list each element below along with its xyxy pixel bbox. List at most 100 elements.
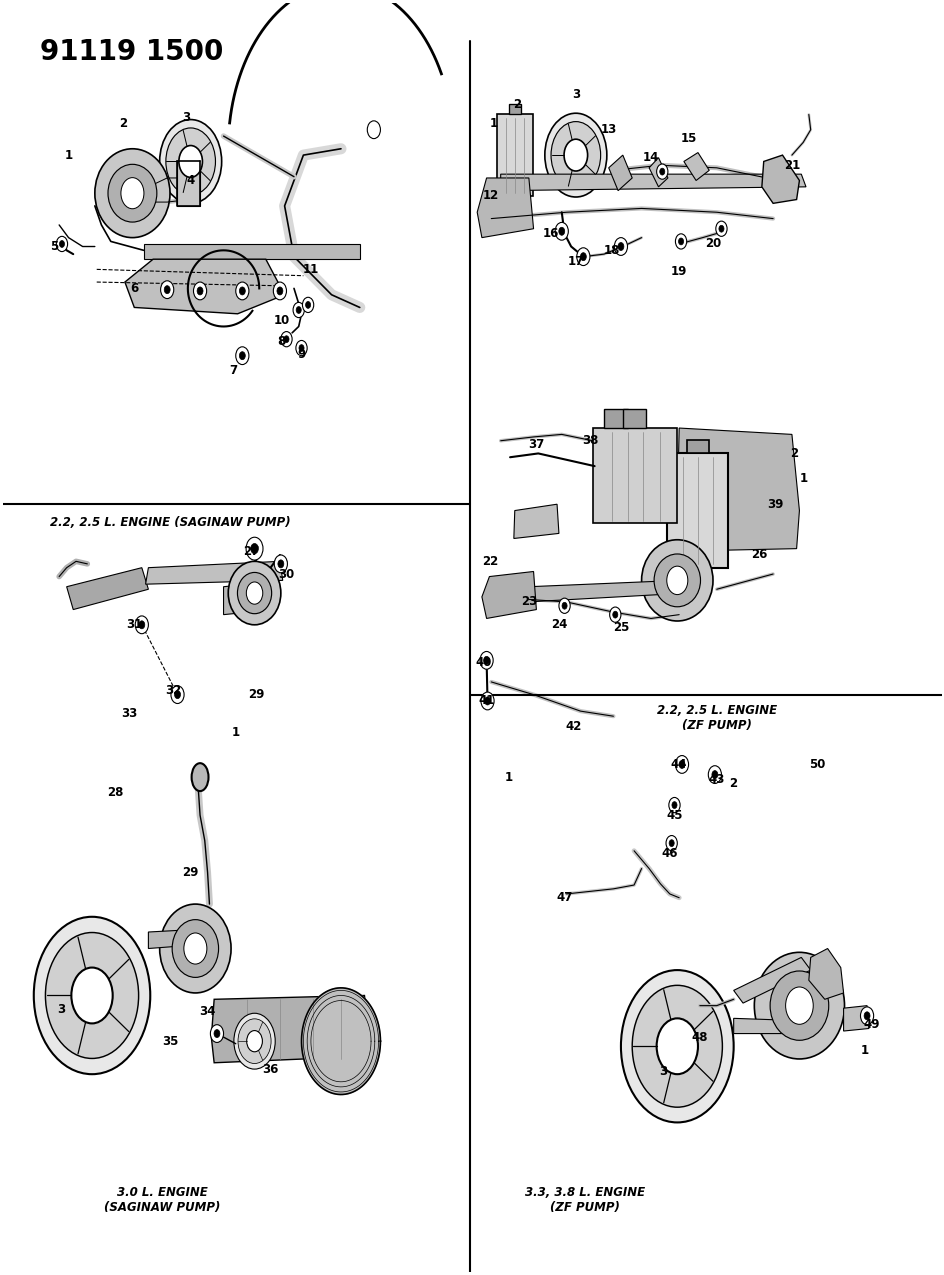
Text: 29: 29 — [182, 866, 198, 878]
Circle shape — [666, 566, 687, 594]
Circle shape — [160, 120, 222, 203]
Circle shape — [576, 247, 589, 265]
Circle shape — [483, 657, 489, 664]
Circle shape — [562, 602, 566, 609]
FancyBboxPatch shape — [497, 113, 532, 196]
Circle shape — [564, 139, 587, 171]
Circle shape — [666, 835, 677, 850]
Circle shape — [863, 1012, 869, 1020]
Circle shape — [711, 770, 717, 779]
Circle shape — [671, 802, 676, 808]
Ellipse shape — [192, 764, 209, 790]
Circle shape — [679, 760, 684, 769]
Text: 37: 37 — [528, 439, 544, 451]
Text: 8: 8 — [278, 335, 286, 348]
Polygon shape — [301, 988, 380, 1094]
Text: 35: 35 — [161, 1035, 178, 1048]
Circle shape — [656, 164, 667, 180]
FancyBboxPatch shape — [666, 454, 728, 567]
Text: 6: 6 — [130, 282, 138, 295]
Circle shape — [164, 286, 170, 293]
Text: 1: 1 — [64, 149, 73, 162]
FancyBboxPatch shape — [603, 409, 627, 428]
Circle shape — [139, 621, 144, 629]
Circle shape — [283, 335, 289, 343]
Text: 20: 20 — [704, 237, 720, 250]
FancyBboxPatch shape — [508, 105, 520, 113]
Text: 26: 26 — [750, 548, 767, 561]
Text: 1: 1 — [231, 727, 240, 739]
Polygon shape — [808, 949, 843, 1000]
Text: 4: 4 — [186, 173, 194, 187]
Text: 33: 33 — [122, 708, 138, 720]
Circle shape — [675, 233, 686, 249]
Text: 25: 25 — [612, 621, 629, 634]
Circle shape — [246, 1030, 262, 1052]
Text: 13: 13 — [600, 124, 616, 136]
Text: 49: 49 — [863, 1019, 879, 1031]
Polygon shape — [148, 929, 198, 949]
Text: 36: 36 — [262, 1062, 278, 1076]
Circle shape — [298, 344, 304, 352]
Circle shape — [166, 128, 215, 195]
Polygon shape — [500, 175, 805, 191]
Text: 2: 2 — [729, 776, 737, 790]
Circle shape — [668, 840, 673, 847]
Circle shape — [135, 616, 148, 634]
Circle shape — [235, 282, 248, 300]
Text: 1: 1 — [860, 1043, 868, 1057]
Circle shape — [860, 1007, 872, 1025]
Text: 16: 16 — [542, 227, 558, 240]
Text: 7: 7 — [228, 365, 237, 377]
Text: 2: 2 — [789, 448, 797, 460]
Circle shape — [273, 282, 286, 300]
Text: 21: 21 — [783, 159, 800, 172]
Text: 11: 11 — [302, 263, 319, 275]
Circle shape — [194, 282, 207, 300]
Circle shape — [278, 560, 283, 567]
Text: 48: 48 — [691, 1031, 707, 1044]
Ellipse shape — [753, 952, 844, 1060]
Circle shape — [302, 297, 313, 312]
Ellipse shape — [653, 553, 700, 607]
Text: 1: 1 — [800, 472, 807, 486]
Text: 32: 32 — [165, 685, 181, 697]
Circle shape — [558, 227, 565, 236]
Polygon shape — [211, 996, 369, 1063]
Polygon shape — [145, 561, 282, 584]
Circle shape — [545, 113, 606, 198]
Ellipse shape — [172, 919, 218, 978]
Text: 3.3, 3.8 L. ENGINE
(ZF PUMP): 3.3, 3.8 L. ENGINE (ZF PUMP) — [525, 1186, 645, 1214]
Circle shape — [784, 987, 813, 1024]
Ellipse shape — [641, 539, 712, 621]
Circle shape — [72, 968, 112, 1024]
Polygon shape — [733, 1019, 808, 1034]
Circle shape — [659, 168, 664, 175]
Text: 3: 3 — [57, 1003, 65, 1016]
Text: 14: 14 — [642, 152, 659, 164]
Circle shape — [184, 933, 207, 964]
Circle shape — [480, 652, 493, 669]
Text: 31: 31 — [126, 618, 143, 631]
Circle shape — [480, 692, 494, 710]
Text: 47: 47 — [556, 891, 572, 904]
Ellipse shape — [769, 972, 828, 1040]
Text: 30: 30 — [278, 567, 295, 580]
Circle shape — [45, 932, 139, 1058]
Circle shape — [295, 306, 301, 314]
Text: 43: 43 — [708, 773, 724, 787]
Circle shape — [678, 238, 683, 245]
Text: 45: 45 — [666, 808, 682, 821]
Text: 91119 1500: 91119 1500 — [41, 38, 224, 66]
Circle shape — [580, 252, 585, 260]
Text: 9: 9 — [297, 348, 305, 361]
Ellipse shape — [237, 572, 271, 613]
Text: 50: 50 — [808, 757, 825, 771]
Text: 29: 29 — [248, 688, 264, 701]
Text: 28: 28 — [108, 785, 124, 799]
Text: 19: 19 — [670, 265, 686, 278]
Text: 10: 10 — [274, 314, 290, 326]
Text: 12: 12 — [481, 189, 497, 203]
Circle shape — [197, 287, 203, 295]
Ellipse shape — [228, 561, 280, 625]
